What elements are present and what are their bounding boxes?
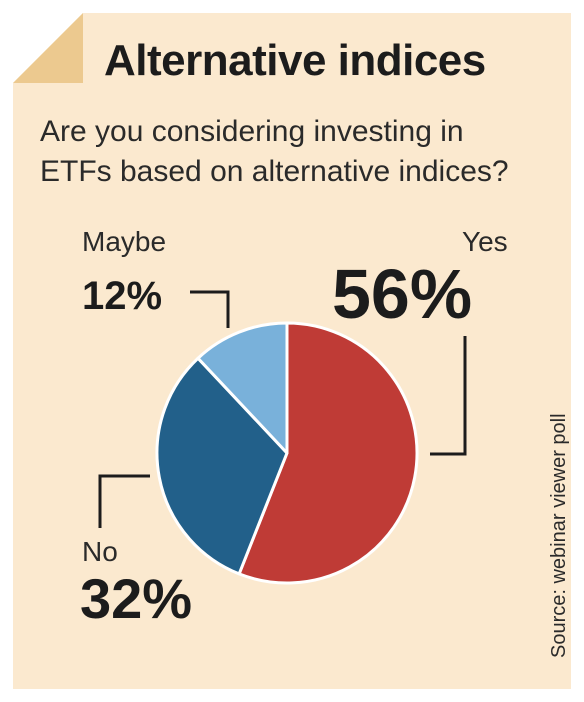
no-callout-line xyxy=(98,474,150,528)
chart-subtitle: Are you considering investing in ETFs ba… xyxy=(40,115,509,188)
folded-corner-icon xyxy=(13,13,83,83)
slice-value-maybe: 12% xyxy=(82,274,163,318)
source-note: Source: webinar viewer poll xyxy=(548,413,570,658)
slice-label-maybe: Maybe xyxy=(82,226,167,257)
slice-value-yes: 56% xyxy=(332,255,473,333)
maybe-callout-line xyxy=(190,290,230,328)
callout-lines xyxy=(98,290,467,528)
pie-slices xyxy=(155,321,419,585)
chart-title: Alternative indices xyxy=(104,36,486,85)
pie-slice-maybe xyxy=(196,321,289,455)
slice-value-no: 32% xyxy=(80,567,193,630)
slice-label-yes: Yes xyxy=(462,226,508,257)
slice-label-no: No xyxy=(82,536,118,567)
pie-slice-yes xyxy=(237,321,419,585)
pie-slice-no xyxy=(155,356,289,576)
yes-callout-line xyxy=(430,336,467,456)
